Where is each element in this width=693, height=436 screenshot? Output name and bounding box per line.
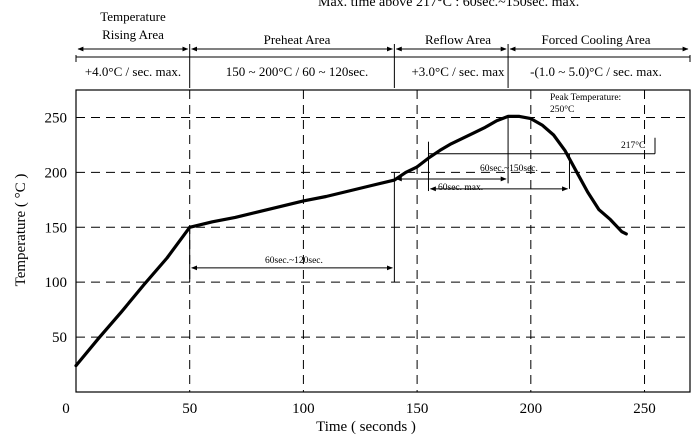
zone-rising-spec: +4.0°C / sec. max. xyxy=(85,64,181,79)
peak-label-line2: 250°C xyxy=(550,104,574,115)
x-tick-label: 250 xyxy=(633,401,656,417)
zone-rising-name-line2: Rising Area xyxy=(102,27,164,42)
x-tick-label: 0 xyxy=(62,401,70,417)
x-tick-label: 50 xyxy=(182,401,197,417)
y-tick-label: 150 xyxy=(45,220,68,236)
temperature-profile-line xyxy=(74,114,628,368)
zone-rising-name-line1: Temperature xyxy=(100,9,166,24)
top-note: Max. time above 217°C : 60sec.~150sec. m… xyxy=(318,0,579,10)
x-tick-label: 100 xyxy=(292,401,315,417)
zone-preheat-name: Preheat Area xyxy=(264,32,331,47)
y-tick-label: 250 xyxy=(45,110,68,126)
x-tick-label: 200 xyxy=(520,401,543,417)
plot-frame xyxy=(75,89,691,393)
time-above-liquidus-label: 60sec.~150sec. xyxy=(480,164,538,174)
reflow-time-label: 60sec. max. xyxy=(438,183,483,193)
peak-label-line1: Peak Temperature: xyxy=(550,93,621,103)
y-tick-label: 100 xyxy=(45,275,68,291)
y-tick-label: 50 xyxy=(52,330,67,346)
zone-reflow-name: Reflow Area xyxy=(425,32,491,47)
liquidus-label: 217°C xyxy=(621,140,645,151)
y-axis-label: Temperature ( °C ) xyxy=(13,174,29,287)
y-tick-label: 200 xyxy=(45,165,68,181)
x-tick-label: 150 xyxy=(406,401,429,417)
preheat-time-label: 60sec.~120sec. xyxy=(265,256,323,266)
zone-preheat-spec: 150 ~ 200°C / 60 ~ 120sec. xyxy=(226,64,368,79)
zone-cooling-spec: -(1.0 ~ 5.0)°C / sec. max. xyxy=(530,64,662,79)
zone-reflow-spec: +3.0°C / sec. max xyxy=(411,64,505,79)
zone-cooling-name: Forced Cooling Area xyxy=(541,32,650,47)
x-axis-label: Time ( seconds ) xyxy=(316,419,416,435)
